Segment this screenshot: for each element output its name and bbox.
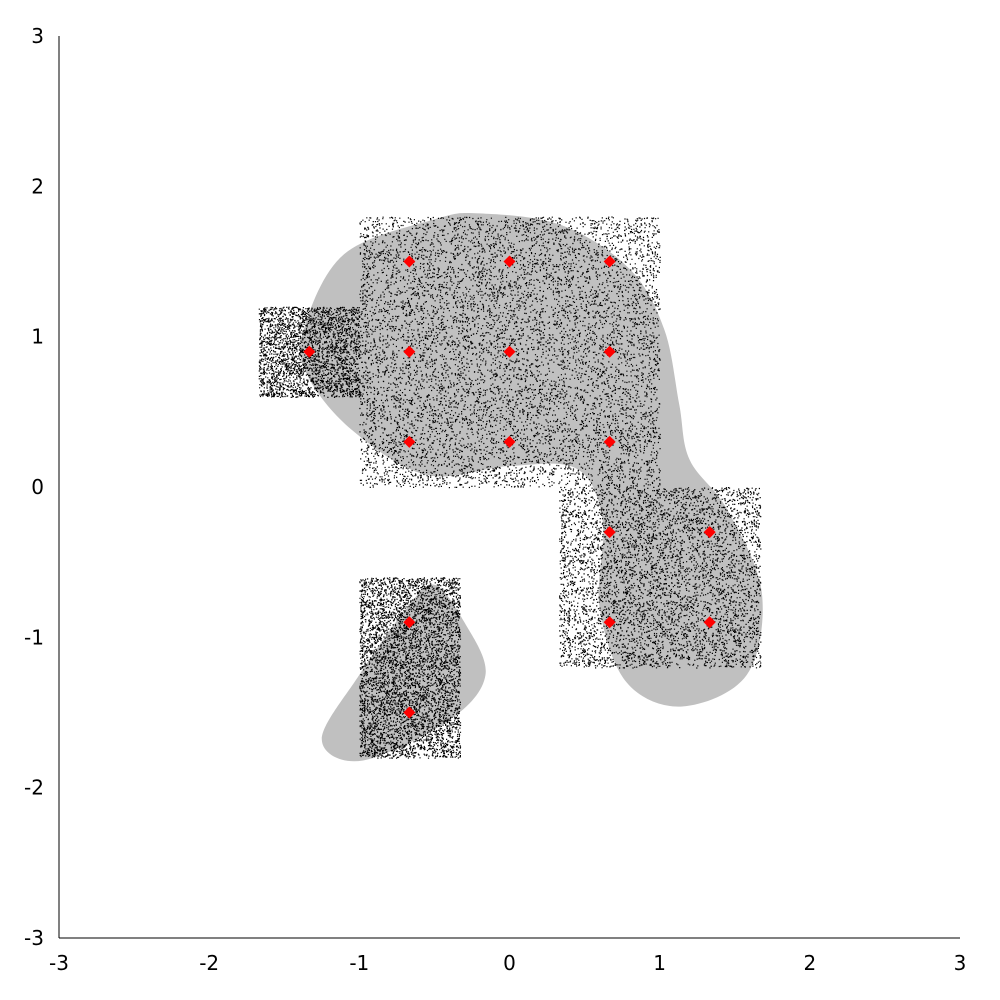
data-point-12: [703, 526, 716, 539]
y-tick-label: -2: [24, 776, 44, 800]
marker-layer: [303, 255, 716, 719]
data-point-13: [603, 616, 616, 629]
data-point-16: [403, 706, 416, 719]
x-tick-label: 3: [954, 951, 967, 975]
data-point-1: [403, 255, 416, 268]
x-tick-label: 1: [653, 951, 666, 975]
region-layer: [299, 212, 763, 762]
y-tick-label: -1: [24, 625, 44, 649]
sample-dots: [359, 577, 462, 759]
y-tick-label: -3: [24, 926, 44, 950]
y-tick-label: 2: [31, 174, 44, 198]
data-point-15: [403, 616, 416, 629]
x-tick-label: -1: [349, 951, 369, 975]
y-tick-label: 3: [31, 24, 44, 48]
sample-box-1: [359, 216, 661, 489]
data-point-6: [503, 345, 516, 358]
data-point-8: [403, 435, 416, 448]
data-point-9: [503, 435, 516, 448]
data-point-10: [603, 435, 616, 448]
region-2: [321, 584, 486, 762]
x-tick-label: 0: [503, 951, 516, 975]
data-point-14: [703, 616, 716, 629]
sample-dots: [359, 216, 661, 489]
data-point-3: [603, 255, 616, 268]
data-point-5: [403, 345, 416, 358]
sample-box-4: [359, 577, 462, 759]
y-tick-label: 0: [31, 475, 44, 499]
x-tick-label: -3: [49, 951, 69, 975]
axes: [58, 36, 960, 939]
x-tick-label: 2: [803, 951, 816, 975]
region-1: [299, 212, 763, 707]
y-tick-labels: -3 -2 -1 0 1 2 3: [24, 24, 44, 950]
data-point-2: [503, 255, 516, 268]
data-point-7: [603, 345, 616, 358]
x-tick-labels: -3 -2 -1 0 1 2 3: [49, 951, 966, 975]
data-point-11: [603, 526, 616, 539]
data-point-4: [303, 345, 316, 358]
x-tick-label: -2: [199, 951, 219, 975]
y-tick-label: 1: [31, 325, 44, 349]
